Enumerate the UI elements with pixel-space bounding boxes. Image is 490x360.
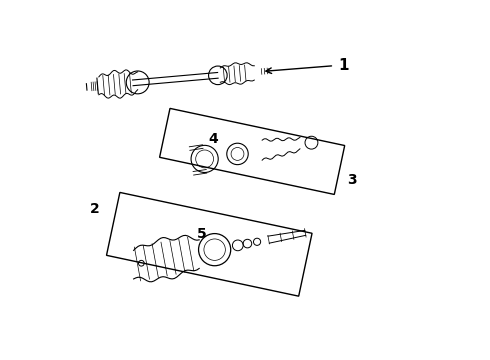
- Text: 5: 5: [197, 226, 207, 240]
- Text: 2: 2: [90, 202, 100, 216]
- Text: 4: 4: [208, 132, 218, 146]
- Text: 1: 1: [338, 58, 348, 73]
- Text: 3: 3: [347, 173, 357, 187]
